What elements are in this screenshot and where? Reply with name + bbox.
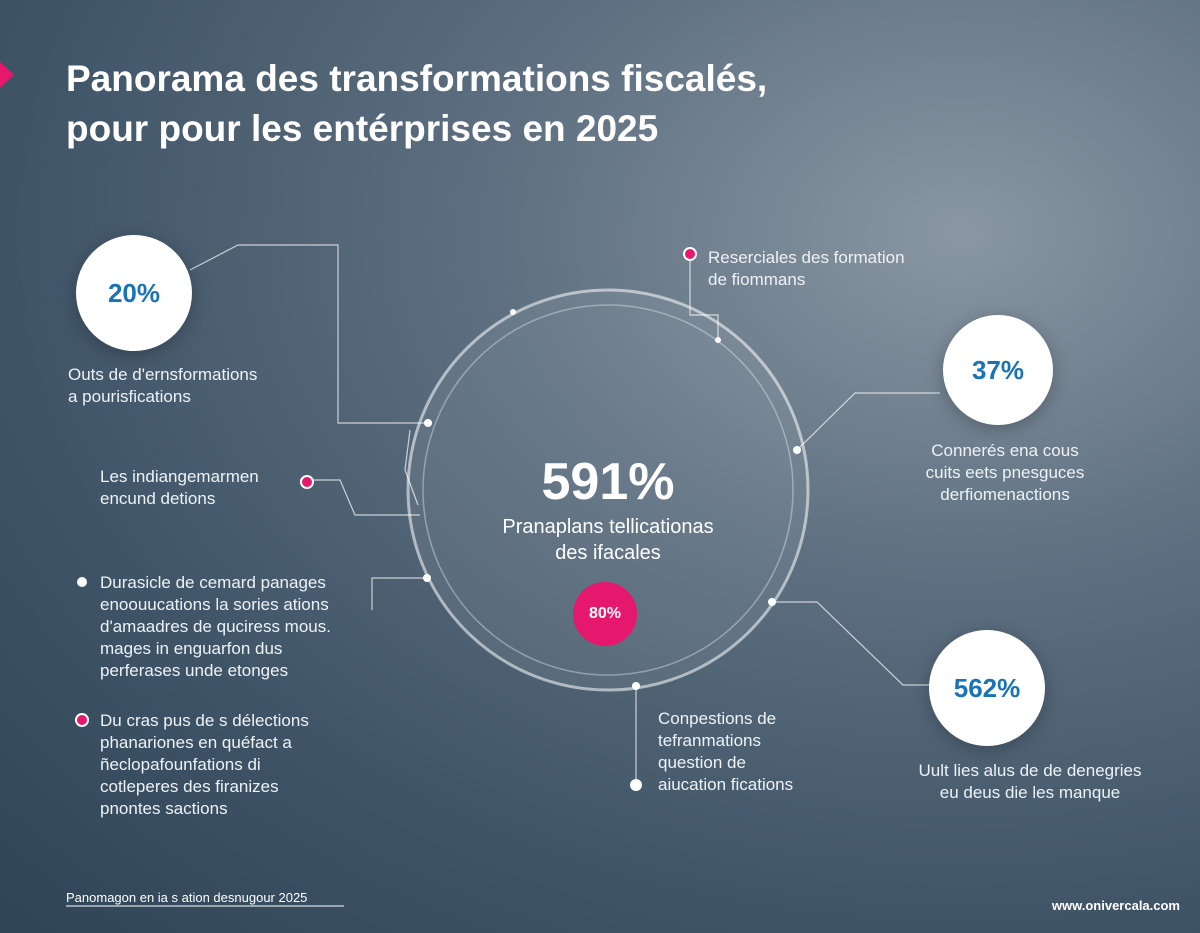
label-line: Uult lies alus de de denegries (918, 761, 1142, 780)
pink-dots (75, 247, 697, 727)
stat-label: Outs de d'ernsformations a pourisficatio… (68, 364, 257, 408)
badge-circle (573, 582, 637, 646)
label-line: a pourisfications (68, 387, 191, 406)
note-line: pnontes sactions (100, 799, 228, 818)
note-line: de fiommans (708, 270, 806, 289)
note-line: enoouucations la sories ations (100, 595, 329, 614)
note-line: mages in enguarfon dus (100, 639, 283, 658)
label-line: cuits eets pnesguces (925, 463, 1085, 482)
note-line: perferases unde etonges (100, 661, 289, 680)
footer-url: www.onivercala.com (1051, 898, 1180, 913)
note-line: aiucation fications (658, 775, 794, 794)
note-line: cotleperes des firanizes (100, 777, 279, 796)
label-line: des ifacales (555, 542, 661, 564)
center-badge: 80% (588, 605, 622, 622)
label-line: eu deus die les manque (939, 783, 1121, 802)
center-label: Pranaplans tellicationas des ifacales (458, 514, 758, 566)
note-line: tefranmations (658, 731, 761, 750)
note-line: phanariones en quéfact a (100, 733, 292, 752)
note-line: Durasicle de cemard panages (100, 573, 326, 592)
label-line: Connerés ena cous (931, 441, 1079, 460)
stat-label: Uult lies alus de de denegries eu deus d… (900, 760, 1160, 804)
title: Panorama des transformations fiscalés, p… (66, 54, 767, 154)
note: Du cras pus de s délections phanariones … (100, 710, 309, 820)
dots (77, 309, 801, 791)
label-line: Pranaplans tellicationas (502, 516, 714, 538)
center-value: 591% (541, 453, 675, 511)
label-line: derfiomenactions (940, 485, 1070, 504)
note-line: Conpestions de (658, 709, 777, 728)
note: Conpestions de tefranmations question de… (658, 708, 793, 796)
title-line: pour pour les entérprises en 2025 (66, 108, 659, 149)
note-line: ñeclopafounfations di (100, 755, 261, 774)
note-line: Les indiangemarmen (100, 467, 259, 486)
note-line: question de (658, 753, 746, 772)
stat-circle: 562% (929, 630, 1045, 746)
note: Les indiangemarmen encund detions (100, 466, 259, 510)
note-line: encund detions (100, 489, 216, 508)
center-ring-inner (422, 304, 794, 676)
stat-circle: 37% (943, 315, 1053, 425)
note-line: d'amaadres de quciress mous. (100, 617, 331, 636)
title-line: Panorama des transformations fiscalés, (66, 58, 768, 99)
stat-circle: 20% (76, 235, 192, 351)
label-line: Outs de d'ernsformations (68, 365, 258, 384)
note: Reserciales des formation de fiommans (708, 247, 905, 291)
stat-label: Connerés ena cous cuits eets pnesguces d… (900, 440, 1110, 506)
note: Durasicle de cemard panages enoouucation… (100, 572, 331, 682)
note-line: Du cras pus de s délections (100, 711, 309, 730)
accent-arrow (0, 62, 14, 88)
connectors (189, 244, 940, 785)
footer-caption: Panomagon en ia s ation desnugour 2025 (66, 890, 308, 905)
note-line: Reserciales des formation (708, 248, 905, 267)
center-ring (406, 288, 810, 692)
